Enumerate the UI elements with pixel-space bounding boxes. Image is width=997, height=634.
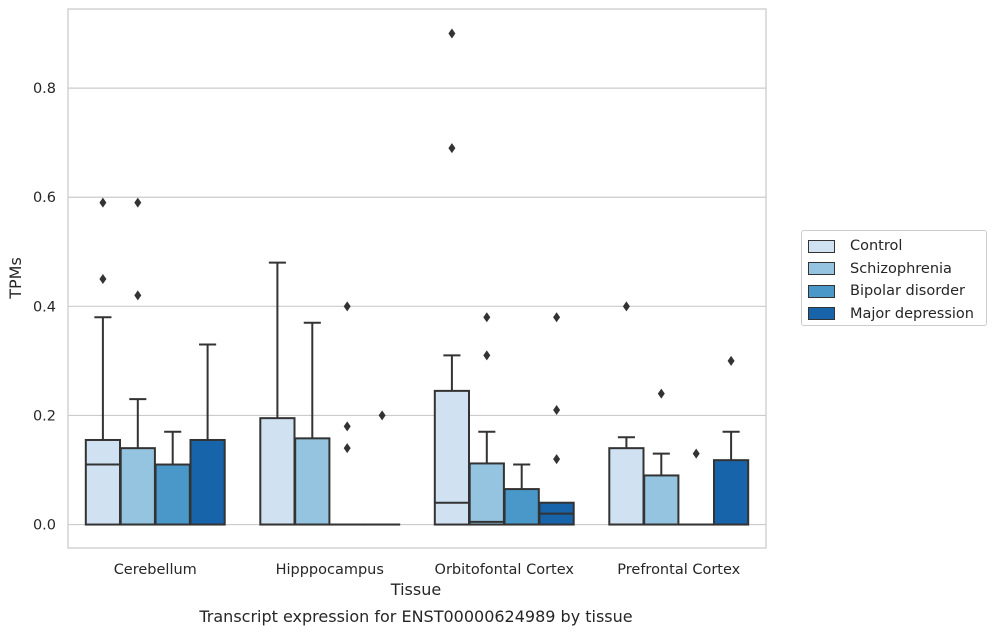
box-body	[608, 447, 645, 526]
flier-point	[378, 410, 386, 421]
flier-point	[134, 290, 142, 301]
y-tick-label: 0.6	[33, 190, 56, 206]
plot-frame	[67, 8, 767, 549]
flier-point	[448, 28, 456, 39]
box-body	[712, 459, 750, 526]
box-body	[294, 437, 331, 526]
box-body	[643, 474, 680, 526]
box-control	[259, 261, 296, 526]
flier-point	[483, 312, 491, 323]
legend-label: Major depression	[850, 305, 974, 322]
flier-point	[99, 274, 107, 285]
legend-label: Schizophrenia	[850, 260, 952, 277]
box-bipolar-disorder	[154, 430, 191, 526]
y-tick-label: 0.8	[33, 81, 56, 97]
flier-point	[727, 355, 735, 366]
box-body	[468, 462, 505, 526]
box-bipolar-disorder	[678, 448, 715, 526]
box-control	[433, 28, 471, 526]
box-control	[608, 301, 645, 526]
legend-item-bipolar-disorder: Bipolar disorder	[808, 280, 986, 303]
box-major-depression	[189, 343, 226, 526]
y-tick-label: 0.4	[33, 299, 56, 315]
legend-swatch-control	[808, 239, 835, 253]
box-major-depression	[712, 355, 750, 526]
flier-point	[343, 443, 351, 454]
legend-swatch-bipolar-disorder	[808, 284, 835, 298]
flier-point	[553, 454, 561, 465]
x-axis-ticks: Cerebellum Hipppocampus Orbitofontal Corte…	[114, 562, 741, 578]
box-body	[154, 463, 191, 526]
legend-swatch-schizophrenia	[808, 262, 835, 276]
flier-point	[657, 388, 665, 399]
y-tick-label: 0.2	[33, 408, 56, 424]
flier-point	[343, 301, 351, 312]
box-body	[119, 447, 156, 526]
flier-point	[99, 197, 107, 208]
x-tick-label: Hipppocampus	[276, 562, 384, 578]
flier-point	[692, 448, 700, 459]
box-major-depression	[538, 312, 575, 526]
x-tick-label: Prefrontal Cortex	[617, 562, 740, 578]
legend-swatch-major-depression	[808, 307, 835, 321]
box-control	[84, 197, 122, 526]
y-tick-label: 0.0	[33, 518, 56, 534]
legend-item-major-depression: Major depression	[808, 303, 986, 326]
flier-point	[448, 143, 456, 154]
box-schizophrenia	[119, 197, 156, 526]
legend-label: Control	[850, 238, 903, 255]
box-major-depression	[363, 410, 401, 526]
y-axis-ticks: 0.0 0.2 0.4 0.6 0.8	[33, 81, 56, 533]
x-tick-label: Cerebellum	[114, 562, 197, 578]
flier-point	[343, 421, 351, 432]
boxplots	[84, 28, 750, 526]
box-bipolar-disorder	[329, 301, 366, 526]
box-body	[433, 389, 471, 526]
box-schizophrenia	[643, 388, 680, 526]
box-body	[259, 417, 296, 526]
flier-point	[622, 301, 630, 312]
x-tick-label: Orbitofontal Cortex	[435, 562, 575, 578]
box-schizophrenia	[468, 312, 505, 526]
flier-point	[553, 404, 561, 415]
legend: Control Schizophrenia Bipolar disorder M…	[801, 230, 987, 326]
box-body	[189, 438, 226, 526]
box-body	[84, 438, 122, 526]
box-schizophrenia	[294, 321, 331, 526]
y-axis-label: TPMs	[6, 257, 25, 300]
legend-item-schizophrenia: Schizophrenia	[808, 258, 986, 281]
x-axis-label: Tissue	[390, 580, 441, 599]
flier-point	[553, 312, 561, 323]
box-body	[503, 488, 540, 526]
legend-item-control: Control	[808, 235, 986, 258]
flier-point	[483, 350, 491, 361]
chart-title: Transcript expression for ENST0000062498…	[198, 607, 632, 626]
legend-label: Bipolar disorder	[850, 283, 965, 300]
box-bipolar-disorder	[503, 463, 540, 526]
flier-point	[134, 197, 142, 208]
